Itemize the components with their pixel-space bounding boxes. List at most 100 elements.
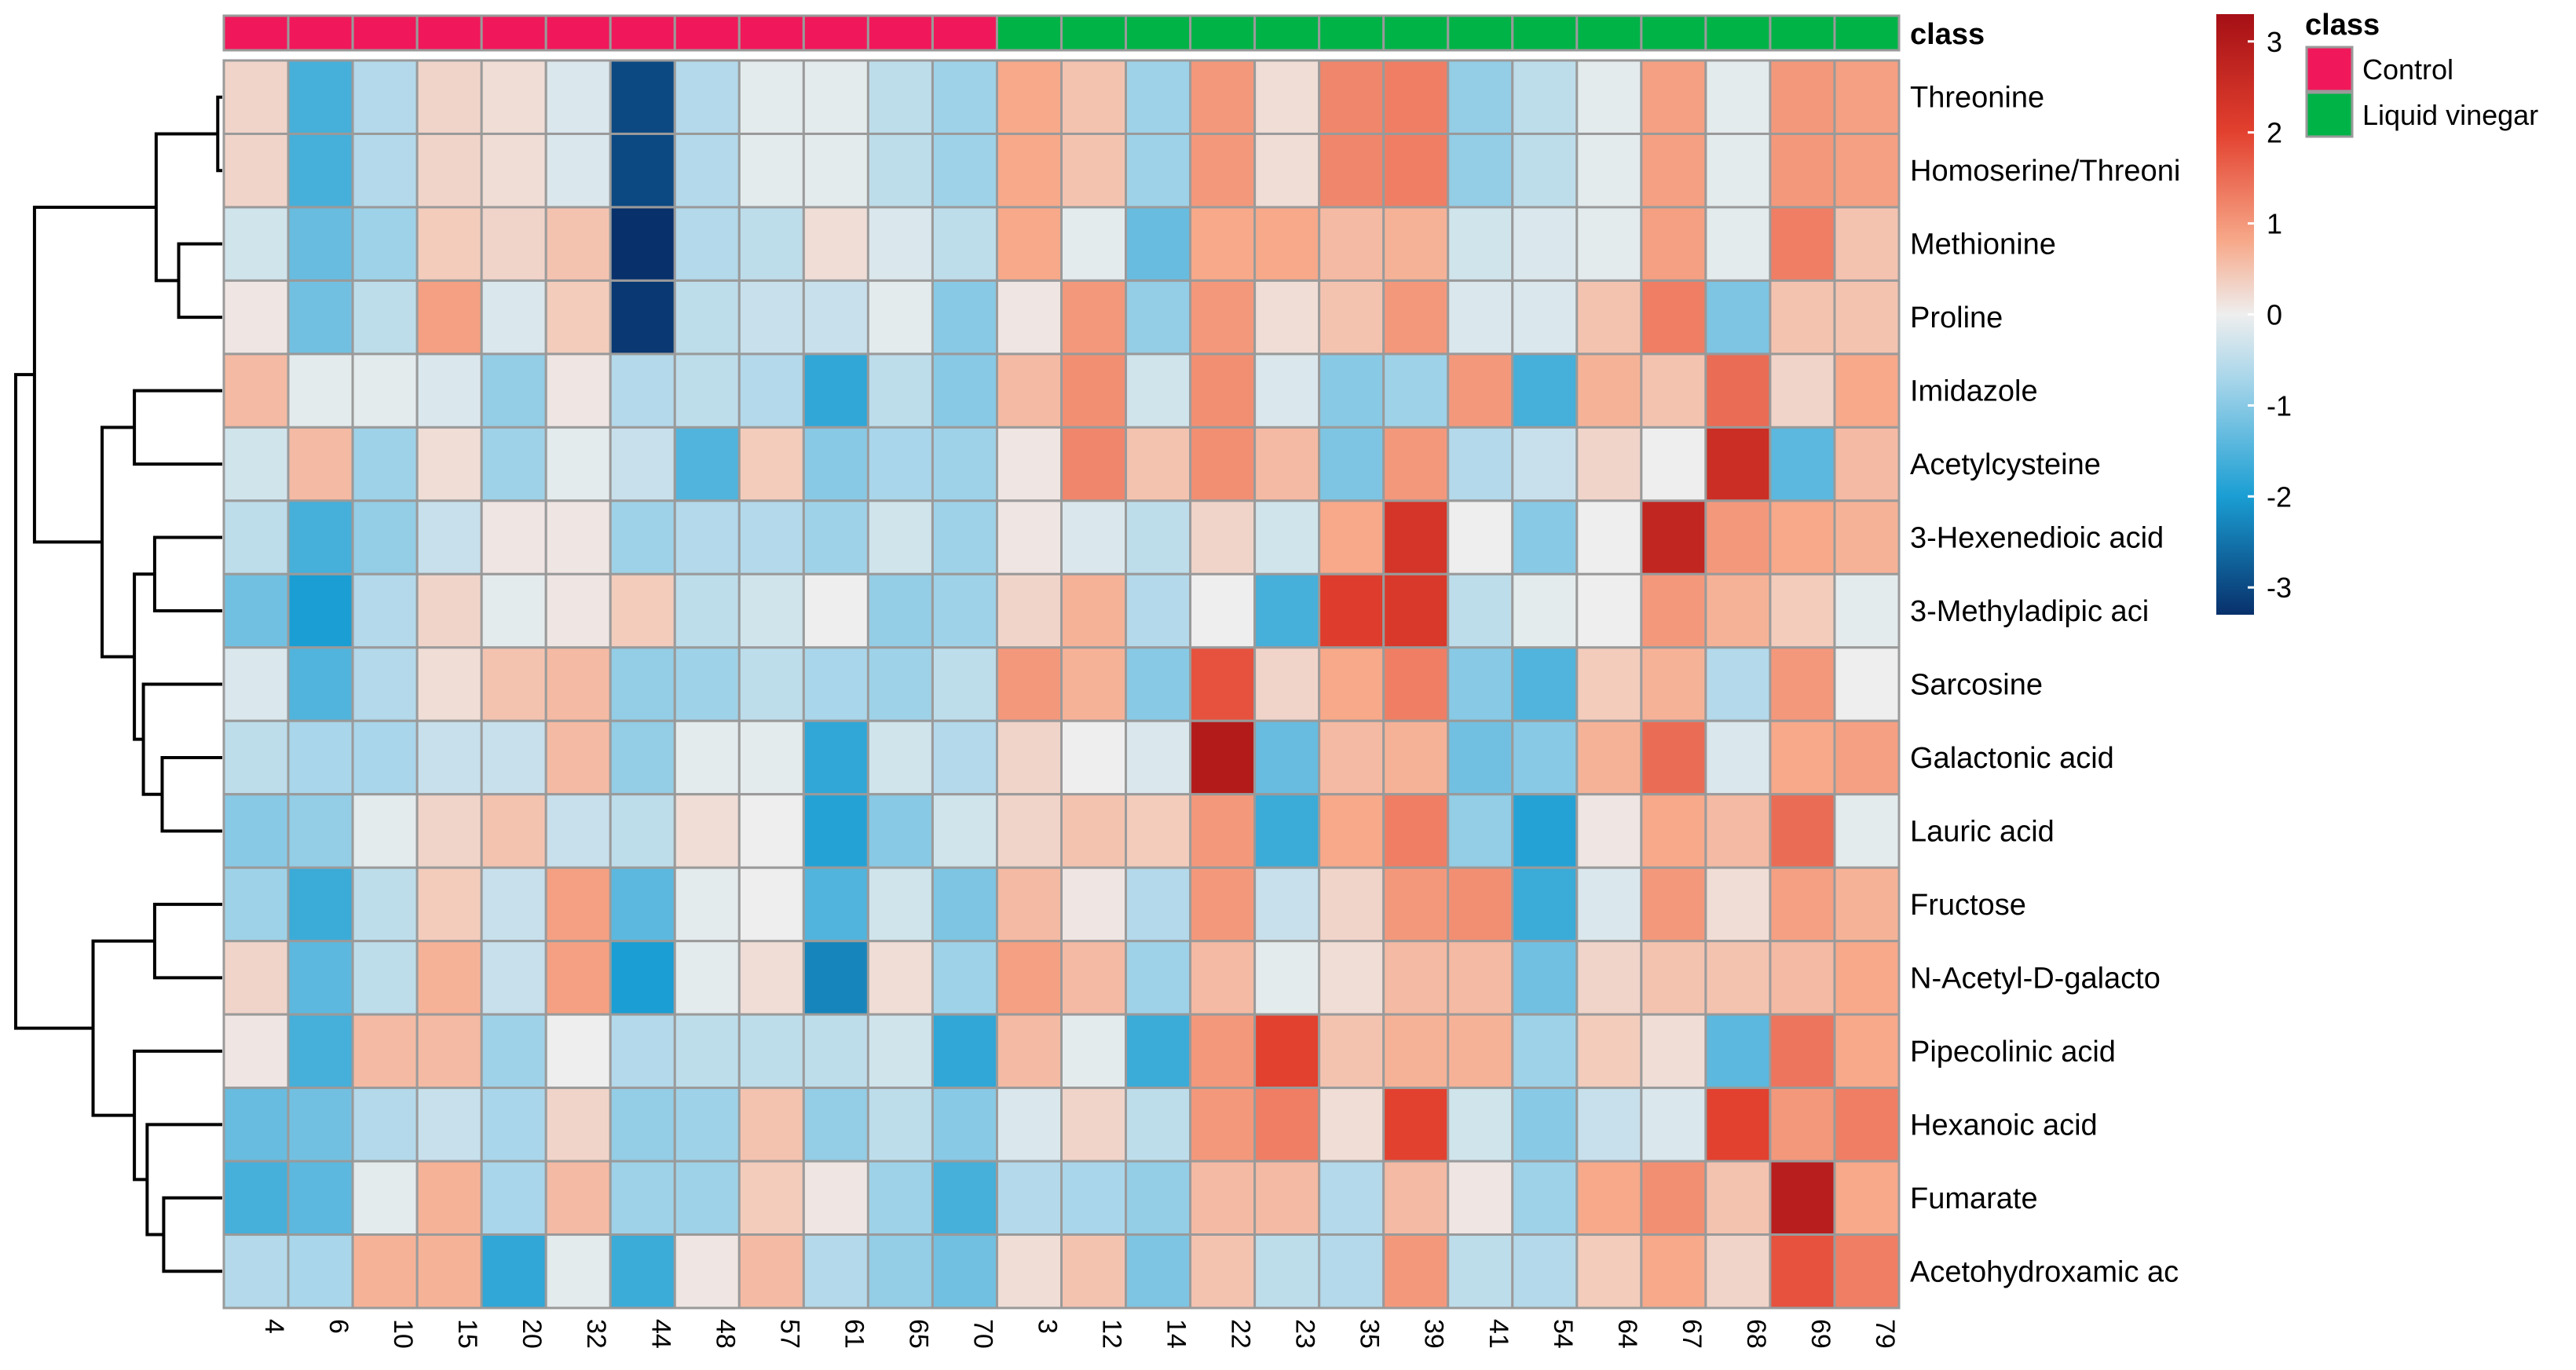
heatmap-cell bbox=[351, 206, 419, 282]
heatmap-cell bbox=[1253, 1233, 1321, 1310]
color-scale-tick-label: 1 bbox=[2267, 208, 2282, 240]
heatmap-cell bbox=[1833, 426, 1901, 502]
heatmap-cell bbox=[1769, 132, 1836, 209]
heatmap-cell bbox=[995, 353, 1063, 429]
heatmap-cell bbox=[1060, 279, 1128, 356]
row-label: Lauric acid bbox=[1910, 815, 2055, 848]
row-label: N-Acetyl-D-galacto bbox=[1910, 962, 2161, 995]
heatmap-cell bbox=[544, 719, 612, 796]
heatmap-cell bbox=[1318, 646, 1385, 722]
heatmap-cell bbox=[1060, 499, 1128, 575]
heatmap-cell bbox=[1125, 793, 1192, 869]
heatmap-cell bbox=[931, 719, 998, 796]
heatmap-cell bbox=[287, 866, 354, 943]
heatmap-cell bbox=[1575, 793, 1643, 869]
heatmap-cell bbox=[351, 719, 419, 796]
heatmap-cell bbox=[609, 206, 676, 282]
row-label: Sarcosine bbox=[1910, 669, 2043, 702]
heatmap-cell bbox=[1769, 866, 1836, 943]
heatmap-cell bbox=[1640, 646, 1707, 722]
heatmap-cell bbox=[995, 499, 1063, 575]
heatmap-cell bbox=[1769, 1087, 1836, 1163]
heatmap-cell bbox=[995, 132, 1063, 209]
heatmap-cell bbox=[1447, 1160, 1514, 1237]
heatmap-cell bbox=[1189, 1160, 1257, 1237]
heatmap-cell bbox=[1318, 719, 1385, 796]
row-label: Homoserine/Threoni bbox=[1910, 155, 2180, 188]
heatmap-cell bbox=[931, 1160, 998, 1237]
heatmap-cell bbox=[544, 866, 612, 943]
heatmap-cell bbox=[802, 1233, 869, 1310]
heatmap-cell bbox=[1575, 279, 1643, 356]
heatmap-cell bbox=[609, 59, 676, 135]
heatmap-cell bbox=[480, 279, 547, 356]
heatmap-cell bbox=[1253, 59, 1321, 135]
heatmap-cell bbox=[1253, 1013, 1321, 1090]
heatmap-cell bbox=[1189, 279, 1257, 356]
heatmap-cell bbox=[1704, 793, 1772, 869]
heatmap-cell bbox=[1125, 59, 1192, 135]
row-label: Acetylcysteine bbox=[1910, 448, 2101, 481]
heatmap-cell bbox=[609, 353, 676, 429]
heatmap-cell bbox=[1253, 572, 1321, 649]
heatmap-cell bbox=[1060, 1160, 1128, 1237]
heatmap-cell bbox=[351, 572, 419, 649]
heatmap-cell bbox=[866, 206, 934, 282]
row-labels: Threonine Homoserine/Threoni Methionine Pro… bbox=[1910, 82, 2180, 1289]
heatmap-cell bbox=[1511, 279, 1579, 356]
heatmap-cell bbox=[1125, 132, 1192, 209]
heatmap-cell bbox=[415, 866, 483, 943]
heatmap-cell bbox=[1318, 499, 1385, 575]
heatmap-cell bbox=[737, 206, 805, 282]
heatmap-cell bbox=[1640, 1233, 1707, 1310]
heatmap-cell bbox=[995, 719, 1063, 796]
heatmap-cell bbox=[1447, 59, 1514, 135]
heatmap-cell bbox=[351, 646, 419, 722]
class-bar-cell bbox=[737, 14, 805, 52]
heatmap-cell bbox=[1704, 426, 1772, 502]
heatmap-cell bbox=[1704, 719, 1772, 796]
heatmap-cell bbox=[673, 940, 741, 1016]
heatmap-cell bbox=[673, 132, 741, 209]
heatmap-cell bbox=[1575, 572, 1643, 649]
heatmap-cell bbox=[737, 59, 805, 135]
dendrogram-branch bbox=[177, 242, 222, 320]
column-label: 32 bbox=[581, 1319, 611, 1349]
class-bar-cell bbox=[415, 14, 483, 52]
class-bar-cell bbox=[866, 14, 934, 52]
heatmap-cell bbox=[222, 206, 290, 282]
heatmap-cell bbox=[351, 499, 419, 575]
heatmap-cell bbox=[1189, 1233, 1257, 1310]
row-label: Pipecolinic acid bbox=[1910, 1036, 2116, 1069]
heatmap-cell bbox=[931, 206, 998, 282]
heatmap-cell bbox=[673, 1160, 741, 1237]
heatmap-cell bbox=[609, 1013, 676, 1090]
heatmap-cell bbox=[931, 1087, 998, 1163]
heatmap-cell bbox=[1382, 1087, 1450, 1163]
heatmap-cell bbox=[1318, 1013, 1385, 1090]
heatmap-cell bbox=[222, 1160, 290, 1237]
heatmap-cell bbox=[1447, 426, 1514, 502]
heatmap-cell bbox=[1640, 279, 1707, 356]
heatmap-cell bbox=[1640, 426, 1707, 502]
heatmap-cell bbox=[351, 940, 419, 1016]
heatmap-cell bbox=[1253, 1160, 1321, 1237]
heatmap-cell bbox=[1704, 1013, 1772, 1090]
heatmap-cell bbox=[1575, 940, 1643, 1016]
heatmap-cell bbox=[1704, 59, 1772, 135]
heatmap-cell bbox=[1318, 1160, 1385, 1237]
heatmap-cell bbox=[1060, 353, 1128, 429]
heatmap-cell bbox=[1125, 940, 1192, 1016]
heatmap-cell bbox=[1318, 206, 1385, 282]
class-bar-cell bbox=[1704, 14, 1772, 52]
class-bar-cell bbox=[673, 14, 741, 52]
column-label: 57 bbox=[774, 1319, 804, 1349]
heatmap-cell bbox=[1704, 866, 1772, 943]
heatmap-cell bbox=[287, 646, 354, 722]
heatmap-cell bbox=[866, 646, 934, 722]
heatmap-cell bbox=[609, 1087, 676, 1163]
heatmap-cell bbox=[1833, 646, 1901, 722]
heatmap-cell bbox=[1511, 646, 1579, 722]
dendrogram-branch bbox=[91, 939, 155, 1117]
heatmap-cell bbox=[1704, 646, 1772, 722]
